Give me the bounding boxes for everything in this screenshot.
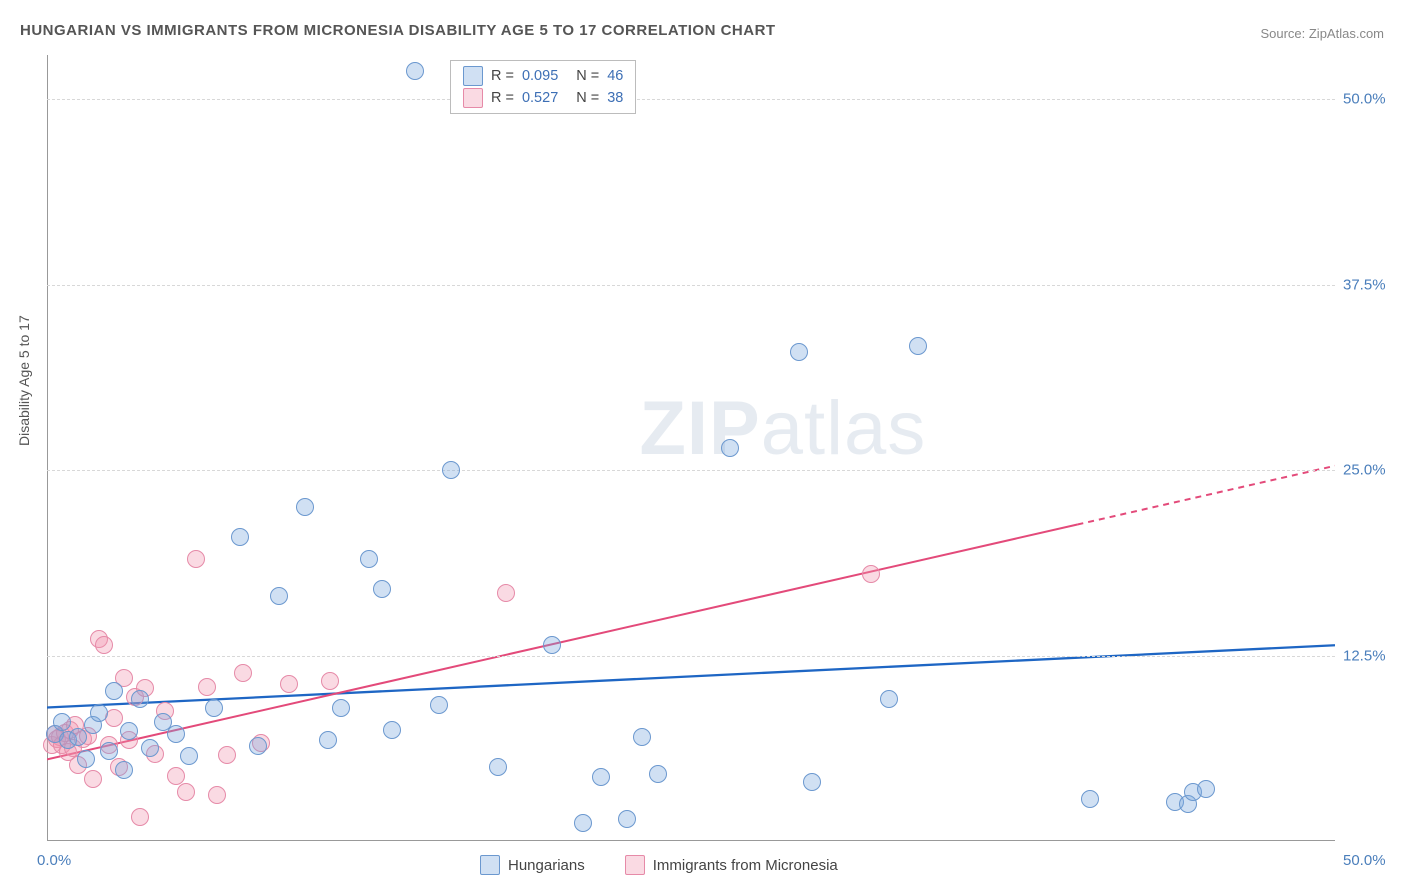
data-point-hungarians	[489, 758, 507, 776]
data-point-hungarians	[618, 810, 636, 828]
gridline	[47, 99, 1335, 100]
chart-title: HUNGARIAN VS IMMIGRANTS FROM MICRONESIA …	[20, 22, 776, 39]
gridline	[47, 656, 1335, 657]
data-point-hungarians	[592, 768, 610, 786]
data-point-hungarians	[167, 725, 185, 743]
plot-area: ZIPatlas 0.0% 50.0% 12.5%25.0%37.5%50.0%	[47, 55, 1335, 841]
data-point-hungarians	[115, 761, 133, 779]
data-point-micronesia	[497, 584, 515, 602]
trendline-micronesia-dashed	[1077, 466, 1335, 525]
data-point-hungarians	[360, 550, 378, 568]
data-point-micronesia	[84, 770, 102, 788]
data-point-hungarians	[442, 461, 460, 479]
data-point-hungarians	[633, 728, 651, 746]
y-tick-label: 37.5%	[1343, 276, 1403, 293]
legend-r-label: R =	[491, 68, 514, 84]
x-tick-min-label: 0.0%	[37, 852, 71, 869]
data-point-hungarians	[430, 696, 448, 714]
legend-r-label: R =	[491, 90, 514, 106]
gridline	[47, 285, 1335, 286]
legend-row-micronesia: R = 0.527 N = 38	[463, 87, 623, 109]
data-point-micronesia	[280, 675, 298, 693]
data-point-hungarians	[249, 737, 267, 755]
data-point-hungarians	[141, 739, 159, 757]
data-point-micronesia	[862, 565, 880, 583]
legend-item-hungarians: Hungarians	[480, 855, 585, 875]
data-point-hungarians	[105, 682, 123, 700]
legend-swatch-micronesia	[625, 855, 645, 875]
data-point-hungarians	[270, 587, 288, 605]
legend-n-value-micronesia: 38	[607, 90, 623, 106]
data-point-micronesia	[198, 678, 216, 696]
data-point-hungarians	[205, 699, 223, 717]
data-point-hungarians	[790, 343, 808, 361]
data-point-hungarians	[543, 636, 561, 654]
legend-swatch-micronesia	[463, 88, 483, 108]
watermark: ZIPatlas	[639, 385, 926, 472]
data-point-hungarians	[1081, 790, 1099, 808]
legend-r-value-micronesia: 0.527	[522, 90, 558, 106]
data-point-hungarians	[649, 765, 667, 783]
y-tick-label: 12.5%	[1343, 647, 1403, 664]
data-point-hungarians	[77, 750, 95, 768]
legend-swatch-hungarians	[480, 855, 500, 875]
data-point-hungarians	[880, 690, 898, 708]
legend-r-value-hungarians: 0.095	[522, 68, 558, 84]
data-point-hungarians	[69, 728, 87, 746]
legend-swatch-hungarians	[463, 66, 483, 86]
data-point-micronesia	[321, 672, 339, 690]
data-point-hungarians	[120, 722, 138, 740]
data-point-hungarians	[231, 528, 249, 546]
data-point-micronesia	[105, 709, 123, 727]
data-point-micronesia	[234, 664, 252, 682]
data-point-hungarians	[131, 690, 149, 708]
data-point-micronesia	[177, 783, 195, 801]
legend-label-micronesia: Immigrants from Micronesia	[653, 857, 838, 874]
data-point-hungarians	[406, 62, 424, 80]
data-point-hungarians	[574, 814, 592, 832]
x-axis-line	[47, 840, 1335, 841]
data-point-micronesia	[208, 786, 226, 804]
legend-item-micronesia: Immigrants from Micronesia	[625, 855, 838, 875]
legend-row-hungarians: R = 0.095 N = 46	[463, 65, 623, 87]
trendlines-layer	[47, 55, 1335, 841]
legend-n-value-hungarians: 46	[607, 68, 623, 84]
legend-label-hungarians: Hungarians	[508, 857, 585, 874]
source-text: Source: ZipAtlas.com	[1260, 26, 1384, 41]
legend-series-box: Hungarians Immigrants from Micronesia	[480, 855, 838, 875]
legend-n-label: N =	[576, 90, 599, 106]
legend-n-label: N =	[576, 68, 599, 84]
y-tick-label: 25.0%	[1343, 462, 1403, 479]
y-tick-label: 50.0%	[1343, 91, 1403, 108]
data-point-hungarians	[180, 747, 198, 765]
data-point-hungarians	[100, 742, 118, 760]
data-point-hungarians	[296, 498, 314, 516]
data-point-hungarians	[90, 704, 108, 722]
data-point-hungarians	[332, 699, 350, 717]
y-axis-line	[47, 55, 48, 841]
data-point-hungarians	[909, 337, 927, 355]
y-axis-label: Disability Age 5 to 17	[16, 315, 32, 446]
data-point-micronesia	[218, 746, 236, 764]
legend-correlation-box: R = 0.095 N = 46 R = 0.527 N = 38	[450, 60, 636, 114]
data-point-micronesia	[95, 636, 113, 654]
data-point-hungarians	[383, 721, 401, 739]
data-point-hungarians	[1197, 780, 1215, 798]
data-point-hungarians	[803, 773, 821, 791]
data-point-hungarians	[373, 580, 391, 598]
x-tick-max-label: 50.0%	[1343, 852, 1403, 869]
data-point-micronesia	[167, 767, 185, 785]
data-point-hungarians	[319, 731, 337, 749]
gridline	[47, 470, 1335, 471]
data-point-micronesia	[187, 550, 205, 568]
data-point-hungarians	[721, 439, 739, 457]
data-point-micronesia	[131, 808, 149, 826]
data-point-hungarians	[53, 713, 71, 731]
